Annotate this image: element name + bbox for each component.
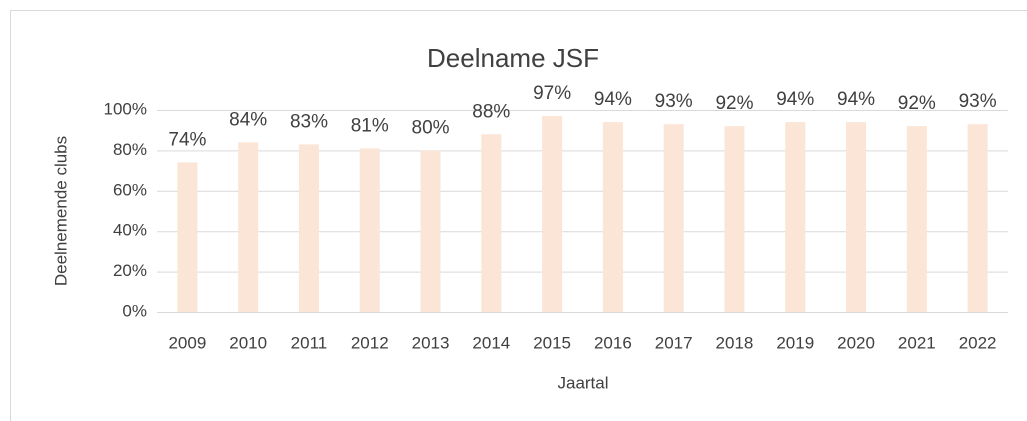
x-tick-label: 2017: [655, 333, 693, 352]
chart-title: Deelname JSF: [427, 43, 599, 73]
y-axis-label: Deelnemende clubs: [51, 136, 70, 286]
y-tick-label: 40%: [113, 221, 147, 240]
data-label: 83%: [290, 111, 328, 132]
data-label: 81%: [351, 115, 389, 136]
bar: [420, 150, 441, 312]
bar: [602, 122, 623, 313]
y-tick-label: 20%: [113, 261, 147, 280]
bar: [724, 126, 745, 312]
y-tick-label: 0%: [122, 301, 147, 320]
x-axis-label: Jaartal: [557, 373, 608, 392]
bar: [542, 116, 563, 312]
bar: [359, 148, 380, 312]
x-tick-label: 2012: [351, 333, 389, 352]
x-tick-label: 2013: [412, 333, 450, 352]
bar: [785, 122, 806, 313]
x-tick-label: 2014: [472, 333, 510, 352]
data-label: 94%: [594, 89, 632, 110]
bar: [298, 144, 319, 312]
data-label: 80%: [412, 117, 450, 138]
bar: [481, 134, 502, 312]
bar: [906, 126, 927, 312]
data-label: 94%: [837, 89, 875, 110]
x-tick-label: 2015: [533, 333, 571, 352]
x-tick-label: 2020: [837, 333, 875, 352]
bar: [663, 124, 684, 312]
x-tick-label: 2019: [776, 333, 814, 352]
bar: [238, 142, 259, 312]
data-label: 74%: [168, 130, 206, 151]
x-tick-label: 2021: [898, 333, 936, 352]
x-tick-label: 2011: [291, 333, 328, 352]
data-label: 94%: [776, 89, 814, 110]
data-label: 93%: [959, 91, 997, 112]
data-label: 97%: [533, 83, 571, 104]
data-label: 88%: [472, 101, 510, 122]
x-tick-label: 2018: [716, 333, 754, 352]
bar: [177, 162, 198, 312]
data-label: 84%: [229, 109, 267, 130]
bar: [967, 124, 988, 312]
data-label: 92%: [715, 93, 753, 114]
x-tick-label: 2022: [959, 333, 997, 352]
y-tick-label: 80%: [113, 140, 147, 159]
data-label: 93%: [655, 91, 693, 112]
y-tick-label: 100%: [104, 99, 147, 118]
bar: [846, 122, 867, 313]
x-tick-label: 2009: [168, 333, 206, 352]
data-label: 92%: [898, 93, 936, 114]
y-tick-label: 60%: [113, 180, 147, 199]
x-tick-label: 2010: [229, 333, 267, 352]
x-tick-label: 2016: [594, 333, 632, 352]
